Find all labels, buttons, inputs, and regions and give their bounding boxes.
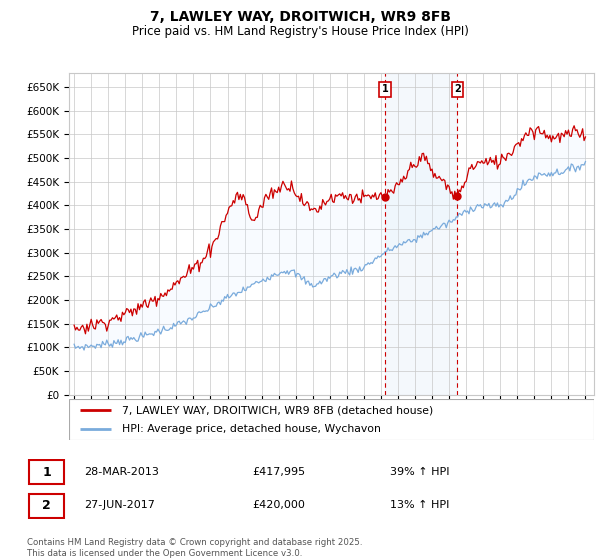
Text: Price paid vs. HM Land Registry's House Price Index (HPI): Price paid vs. HM Land Registry's House … xyxy=(131,25,469,38)
Text: 7, LAWLEY WAY, DROITWICH, WR9 8FB: 7, LAWLEY WAY, DROITWICH, WR9 8FB xyxy=(149,10,451,24)
Text: 28-MAR-2013: 28-MAR-2013 xyxy=(84,466,159,477)
Text: 1: 1 xyxy=(382,85,388,95)
Text: HPI: Average price, detached house, Wychavon: HPI: Average price, detached house, Wych… xyxy=(121,424,380,433)
Text: 13% ↑ HPI: 13% ↑ HPI xyxy=(390,500,449,510)
Text: £417,995: £417,995 xyxy=(252,466,305,477)
Text: 7, LAWLEY WAY, DROITWICH, WR9 8FB (detached house): 7, LAWLEY WAY, DROITWICH, WR9 8FB (detac… xyxy=(121,405,433,415)
Bar xyxy=(385,73,457,395)
Text: 2: 2 xyxy=(454,85,461,95)
Text: Contains HM Land Registry data © Crown copyright and database right 2025.
This d: Contains HM Land Registry data © Crown c… xyxy=(27,538,362,558)
Text: £420,000: £420,000 xyxy=(252,500,305,510)
Text: 39% ↑ HPI: 39% ↑ HPI xyxy=(390,466,449,477)
Text: 2: 2 xyxy=(42,499,51,512)
Text: 27-JUN-2017: 27-JUN-2017 xyxy=(84,500,155,510)
Text: 1: 1 xyxy=(42,465,51,479)
